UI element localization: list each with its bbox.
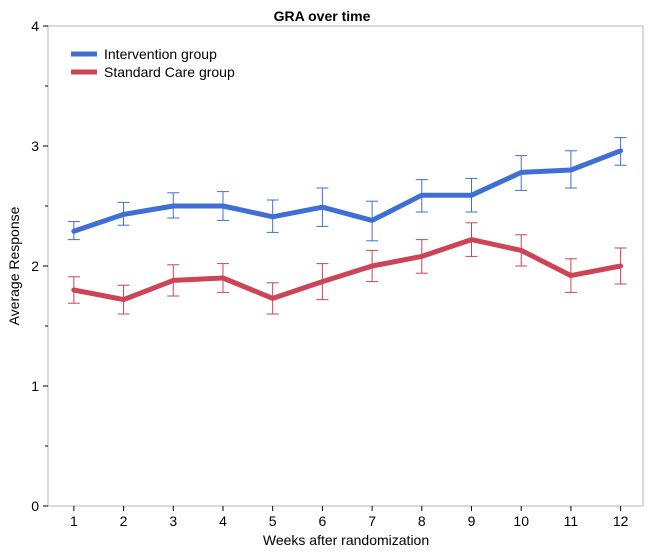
series-line xyxy=(71,237,624,303)
series-1 xyxy=(67,137,627,242)
y-tick-label: 3 xyxy=(31,138,39,154)
y-tick-label: 1 xyxy=(31,378,39,394)
x-tick-label: 9 xyxy=(468,513,476,529)
y-tick-label: 2 xyxy=(31,258,39,274)
x-tick-label: 8 xyxy=(418,513,426,529)
y-axis-label: Average Response xyxy=(6,206,22,325)
y-tick-label: 4 xyxy=(31,18,39,34)
series-layer xyxy=(67,137,627,315)
x-tick-label: 11 xyxy=(564,513,579,529)
legend: Intervention group Standard Care group xyxy=(71,46,235,80)
chart-title: GRA over time xyxy=(274,8,371,24)
x-tick-label: 12 xyxy=(613,513,629,529)
y-tick-label: 0 xyxy=(31,498,39,514)
x-tick-label: 1 xyxy=(70,513,78,529)
x-axis-label: Weeks after randomization xyxy=(263,532,429,548)
series-line xyxy=(71,148,624,234)
legend-label: Standard Care group xyxy=(104,64,235,80)
x-tick-label: 6 xyxy=(318,513,326,529)
x-tick-label: 3 xyxy=(169,513,177,529)
legend-item: Intervention group xyxy=(71,46,217,62)
legend-item: Standard Care group xyxy=(71,64,235,80)
series-2 xyxy=(67,222,627,315)
x-tick-label: 4 xyxy=(219,513,227,529)
x-tick-label: 2 xyxy=(120,513,128,529)
legend-label: Intervention group xyxy=(104,46,217,62)
x-tick-label: 5 xyxy=(269,513,277,529)
x-tick-label: 7 xyxy=(368,513,376,529)
x-tick-label: 10 xyxy=(513,513,529,529)
